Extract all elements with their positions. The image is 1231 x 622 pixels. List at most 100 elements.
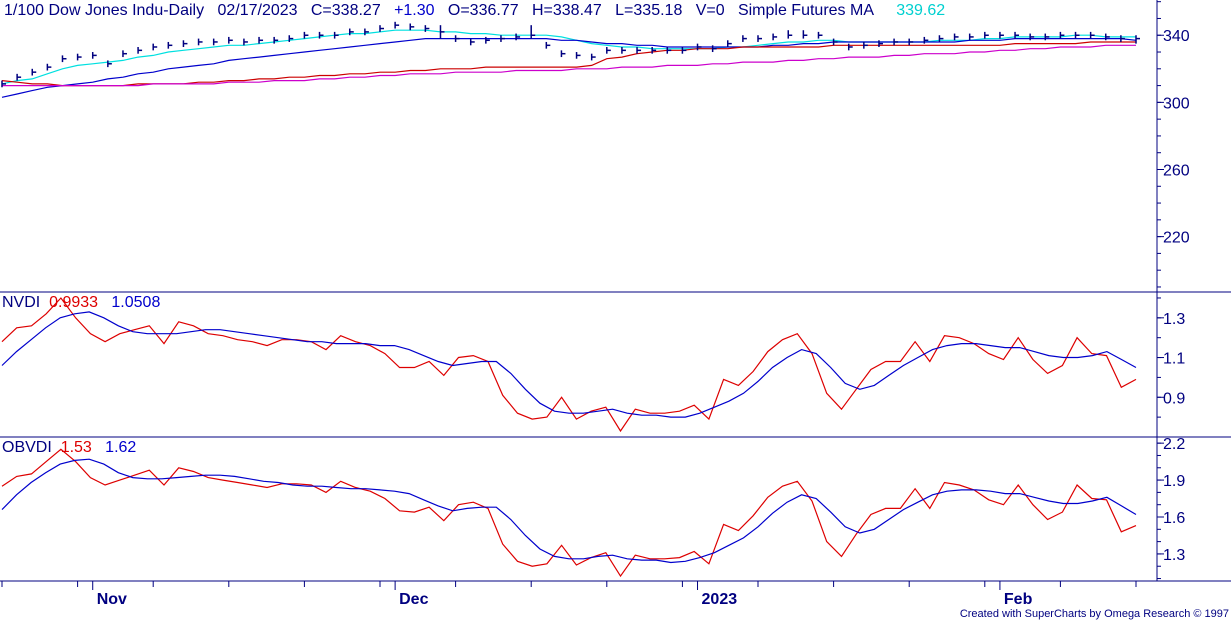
high-label: H=338.47 bbox=[531, 2, 602, 19]
obvdi-line-blue bbox=[1, 458, 1137, 564]
ma-mid-line bbox=[1, 37, 1137, 98]
price-bar bbox=[606, 46, 611, 54]
price-bar bbox=[530, 25, 536, 39]
price-bar bbox=[772, 33, 778, 41]
frame bbox=[0, 0, 1231, 582]
price-bar bbox=[1029, 33, 1035, 41]
ma-slow-red-line bbox=[1, 41, 1136, 87]
price-bar bbox=[167, 41, 173, 49]
price-bar bbox=[802, 30, 808, 39]
obvdi-value-b: 1.62 bbox=[105, 439, 137, 456]
price-bar bbox=[454, 35, 460, 42]
price-bar bbox=[46, 63, 52, 71]
symbol-label: 1/100 Dow Jones Indu-Daily bbox=[4, 2, 205, 19]
obvdi-line-red bbox=[1, 448, 1137, 578]
price-bar bbox=[560, 50, 566, 58]
nvdi-line-red bbox=[1, 297, 1137, 433]
price-bar bbox=[1105, 33, 1110, 41]
price-bar bbox=[666, 46, 672, 54]
price-bar bbox=[636, 46, 642, 54]
price-bar bbox=[349, 28, 354, 36]
price-bar bbox=[16, 73, 22, 81]
price-bar bbox=[409, 23, 415, 31]
y-tick-label: 1.6 bbox=[1163, 510, 1185, 527]
price-bar bbox=[817, 31, 823, 39]
obvdi-title: OBVDI bbox=[2, 439, 52, 456]
price-bar bbox=[1044, 33, 1050, 41]
price-bar bbox=[1059, 31, 1065, 39]
close-label: C=338.27 bbox=[310, 2, 381, 19]
price-bar bbox=[1014, 31, 1020, 39]
price-bar bbox=[182, 40, 188, 47]
nvdi-value-a: 0.9933 bbox=[49, 294, 99, 311]
price-bar bbox=[469, 38, 475, 46]
price-bar bbox=[863, 41, 868, 49]
y-tick-label: 1.9 bbox=[1163, 473, 1185, 490]
price-bar bbox=[938, 35, 944, 42]
ma-fast-line bbox=[1, 29, 1136, 85]
price-bar bbox=[318, 31, 324, 39]
price-bar bbox=[228, 36, 233, 44]
open-label: O=336.77 bbox=[447, 2, 519, 19]
price-bar bbox=[379, 25, 384, 32]
price-bar bbox=[908, 38, 914, 46]
y-tick-label: 1.1 bbox=[1163, 351, 1185, 368]
price-bar bbox=[31, 68, 37, 76]
price-bar bbox=[999, 31, 1004, 39]
nvdi-line-blue bbox=[1, 311, 1137, 418]
obvdi-value-a: 1.53 bbox=[60, 439, 92, 456]
price-bar bbox=[923, 36, 929, 44]
price-bar bbox=[76, 53, 82, 61]
price-bar bbox=[212, 38, 218, 46]
price-bar bbox=[91, 52, 97, 59]
nvdi-header: NVDI 0.9933 1.0508 bbox=[2, 294, 160, 312]
price-bar bbox=[1, 80, 6, 88]
price-bar bbox=[1074, 31, 1080, 39]
price-header: 1/100 Dow Jones Indu-Daily 02/17/2023 C=… bbox=[4, 2, 945, 20]
price-bar bbox=[424, 25, 430, 32]
study-value: 339.62 bbox=[896, 2, 946, 19]
y-tick-label: 0.9 bbox=[1163, 390, 1185, 407]
price-bar bbox=[515, 33, 521, 41]
date-label: 02/17/2023 bbox=[217, 2, 298, 19]
y-tick-label: 1.3 bbox=[1163, 311, 1185, 328]
price-bar bbox=[545, 41, 551, 49]
credit-text: Created with SuperCharts by Omega Resear… bbox=[959, 608, 1229, 620]
obvdi-header: OBVDI 1.53 1.62 bbox=[2, 439, 136, 457]
price-bar bbox=[394, 21, 400, 29]
price-bar bbox=[1135, 35, 1140, 44]
x-tick-label: Feb bbox=[1004, 591, 1033, 608]
y-tick-label: 1.3 bbox=[1163, 547, 1185, 564]
price-bar bbox=[288, 35, 294, 42]
price-bar bbox=[333, 31, 339, 39]
x-tick-label: Dec bbox=[399, 591, 428, 608]
study-label: Simple Futures MA bbox=[737, 2, 874, 19]
price-bar bbox=[439, 25, 445, 39]
price-bar bbox=[681, 46, 687, 54]
price-bar bbox=[787, 30, 793, 39]
price-bar bbox=[1120, 35, 1125, 42]
obvdi-panel: 2.2 1.9 1.6 1.3 bbox=[1, 436, 1185, 580]
price-bar bbox=[500, 35, 505, 42]
y-tick-label: 340 bbox=[1163, 28, 1190, 45]
ma-slow-magenta-line bbox=[2, 44, 1136, 87]
price-bar bbox=[696, 43, 702, 51]
nvdi-value-b: 1.0508 bbox=[111, 294, 161, 311]
price-bar bbox=[137, 46, 143, 54]
volume-label: V=0 bbox=[695, 2, 725, 19]
price-bar bbox=[727, 40, 732, 47]
price-bar bbox=[364, 28, 369, 36]
price-bar bbox=[273, 36, 279, 44]
nvdi-title: NVDI bbox=[2, 294, 41, 311]
y-tick-label: 260 bbox=[1163, 162, 1190, 179]
x-axis: Nov Dec 2023 Feb bbox=[1, 581, 1137, 608]
change-label: +1.30 bbox=[394, 2, 435, 19]
price-bar bbox=[243, 38, 248, 46]
price-bar bbox=[1089, 31, 1095, 39]
price-bar bbox=[107, 60, 112, 68]
price-bar bbox=[152, 43, 158, 51]
x-tick-label: 2023 bbox=[702, 591, 738, 608]
nvdi-panel: 1.3 1.1 0.9 bbox=[1, 297, 1185, 438]
price-bar bbox=[832, 38, 838, 46]
